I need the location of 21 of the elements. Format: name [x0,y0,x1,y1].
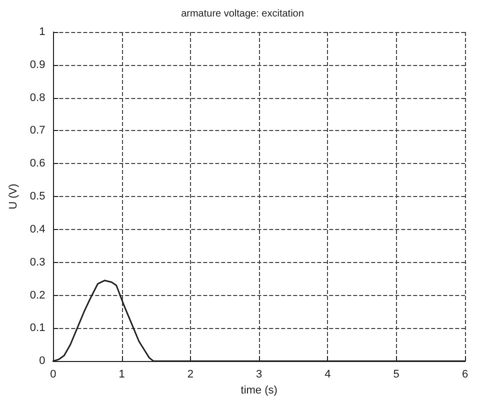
x-tick-label: 5 [393,368,400,381]
y-tick-label: 0 [39,355,46,368]
y-tick-label: 0.1 [30,322,46,334]
x-tick-label: 2 [187,368,194,381]
x-axis-title: time (s) [240,384,278,396]
y-tick-label: 0.3 [30,256,46,268]
y-tick-label: 0.8 [30,92,46,104]
y-tick-label: 0.2 [30,289,46,302]
x-tick-label: 4 [324,368,331,381]
y-axis-title: U (V) [8,184,20,210]
y-tick-label: 0.5 [30,190,46,203]
x-tick-label: 1 [118,368,125,381]
y-tick-label: 0.7 [30,124,46,137]
y-tick-label: 0.4 [30,223,46,236]
y-tick-label: 0.9 [30,58,46,71]
x-tick-label: 3 [256,368,262,381]
x-tick-label: 6 [462,368,468,381]
chart-title: armature voltage: excitation [181,8,304,20]
y-tick-label: 1 [39,26,46,38]
y-tick-label: 0.6 [30,158,46,170]
x-tick-label: 0 [50,368,56,381]
